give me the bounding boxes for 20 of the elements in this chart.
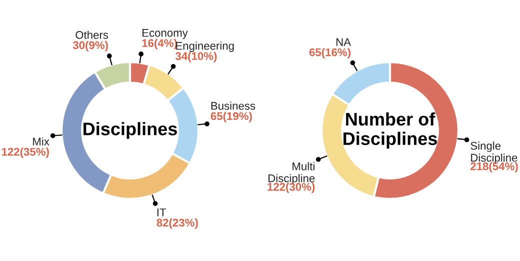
data-label: 82(23%) [156,218,198,229]
data-label: 34(10%) [175,52,217,62]
text: Number of Disciplines [344,112,437,149]
slice-label: Business [211,102,256,110]
data-label: 16(4%) [142,38,177,50]
data-label: 122(35%) [2,148,49,158]
data-label: 218(54%) [470,162,518,172]
data-label: 122(30%) [268,182,315,193]
slice-label: Others [76,30,108,39]
data-label: 30(9%) [72,40,108,52]
data-label: 65(16%) [309,48,350,58]
slice-label: IT [157,208,166,216]
slice-label: Economy [142,29,188,39]
slice-label: Mix [33,137,50,146]
slice-label: NA [336,38,351,46]
slice-label: Multi Discipline [268,162,315,184]
slice-label: Single Discipline [470,142,518,164]
slice-label: Engineering [176,42,234,52]
text: Disciplines [84,122,177,139]
data-label: 65(19%) [210,112,252,122]
